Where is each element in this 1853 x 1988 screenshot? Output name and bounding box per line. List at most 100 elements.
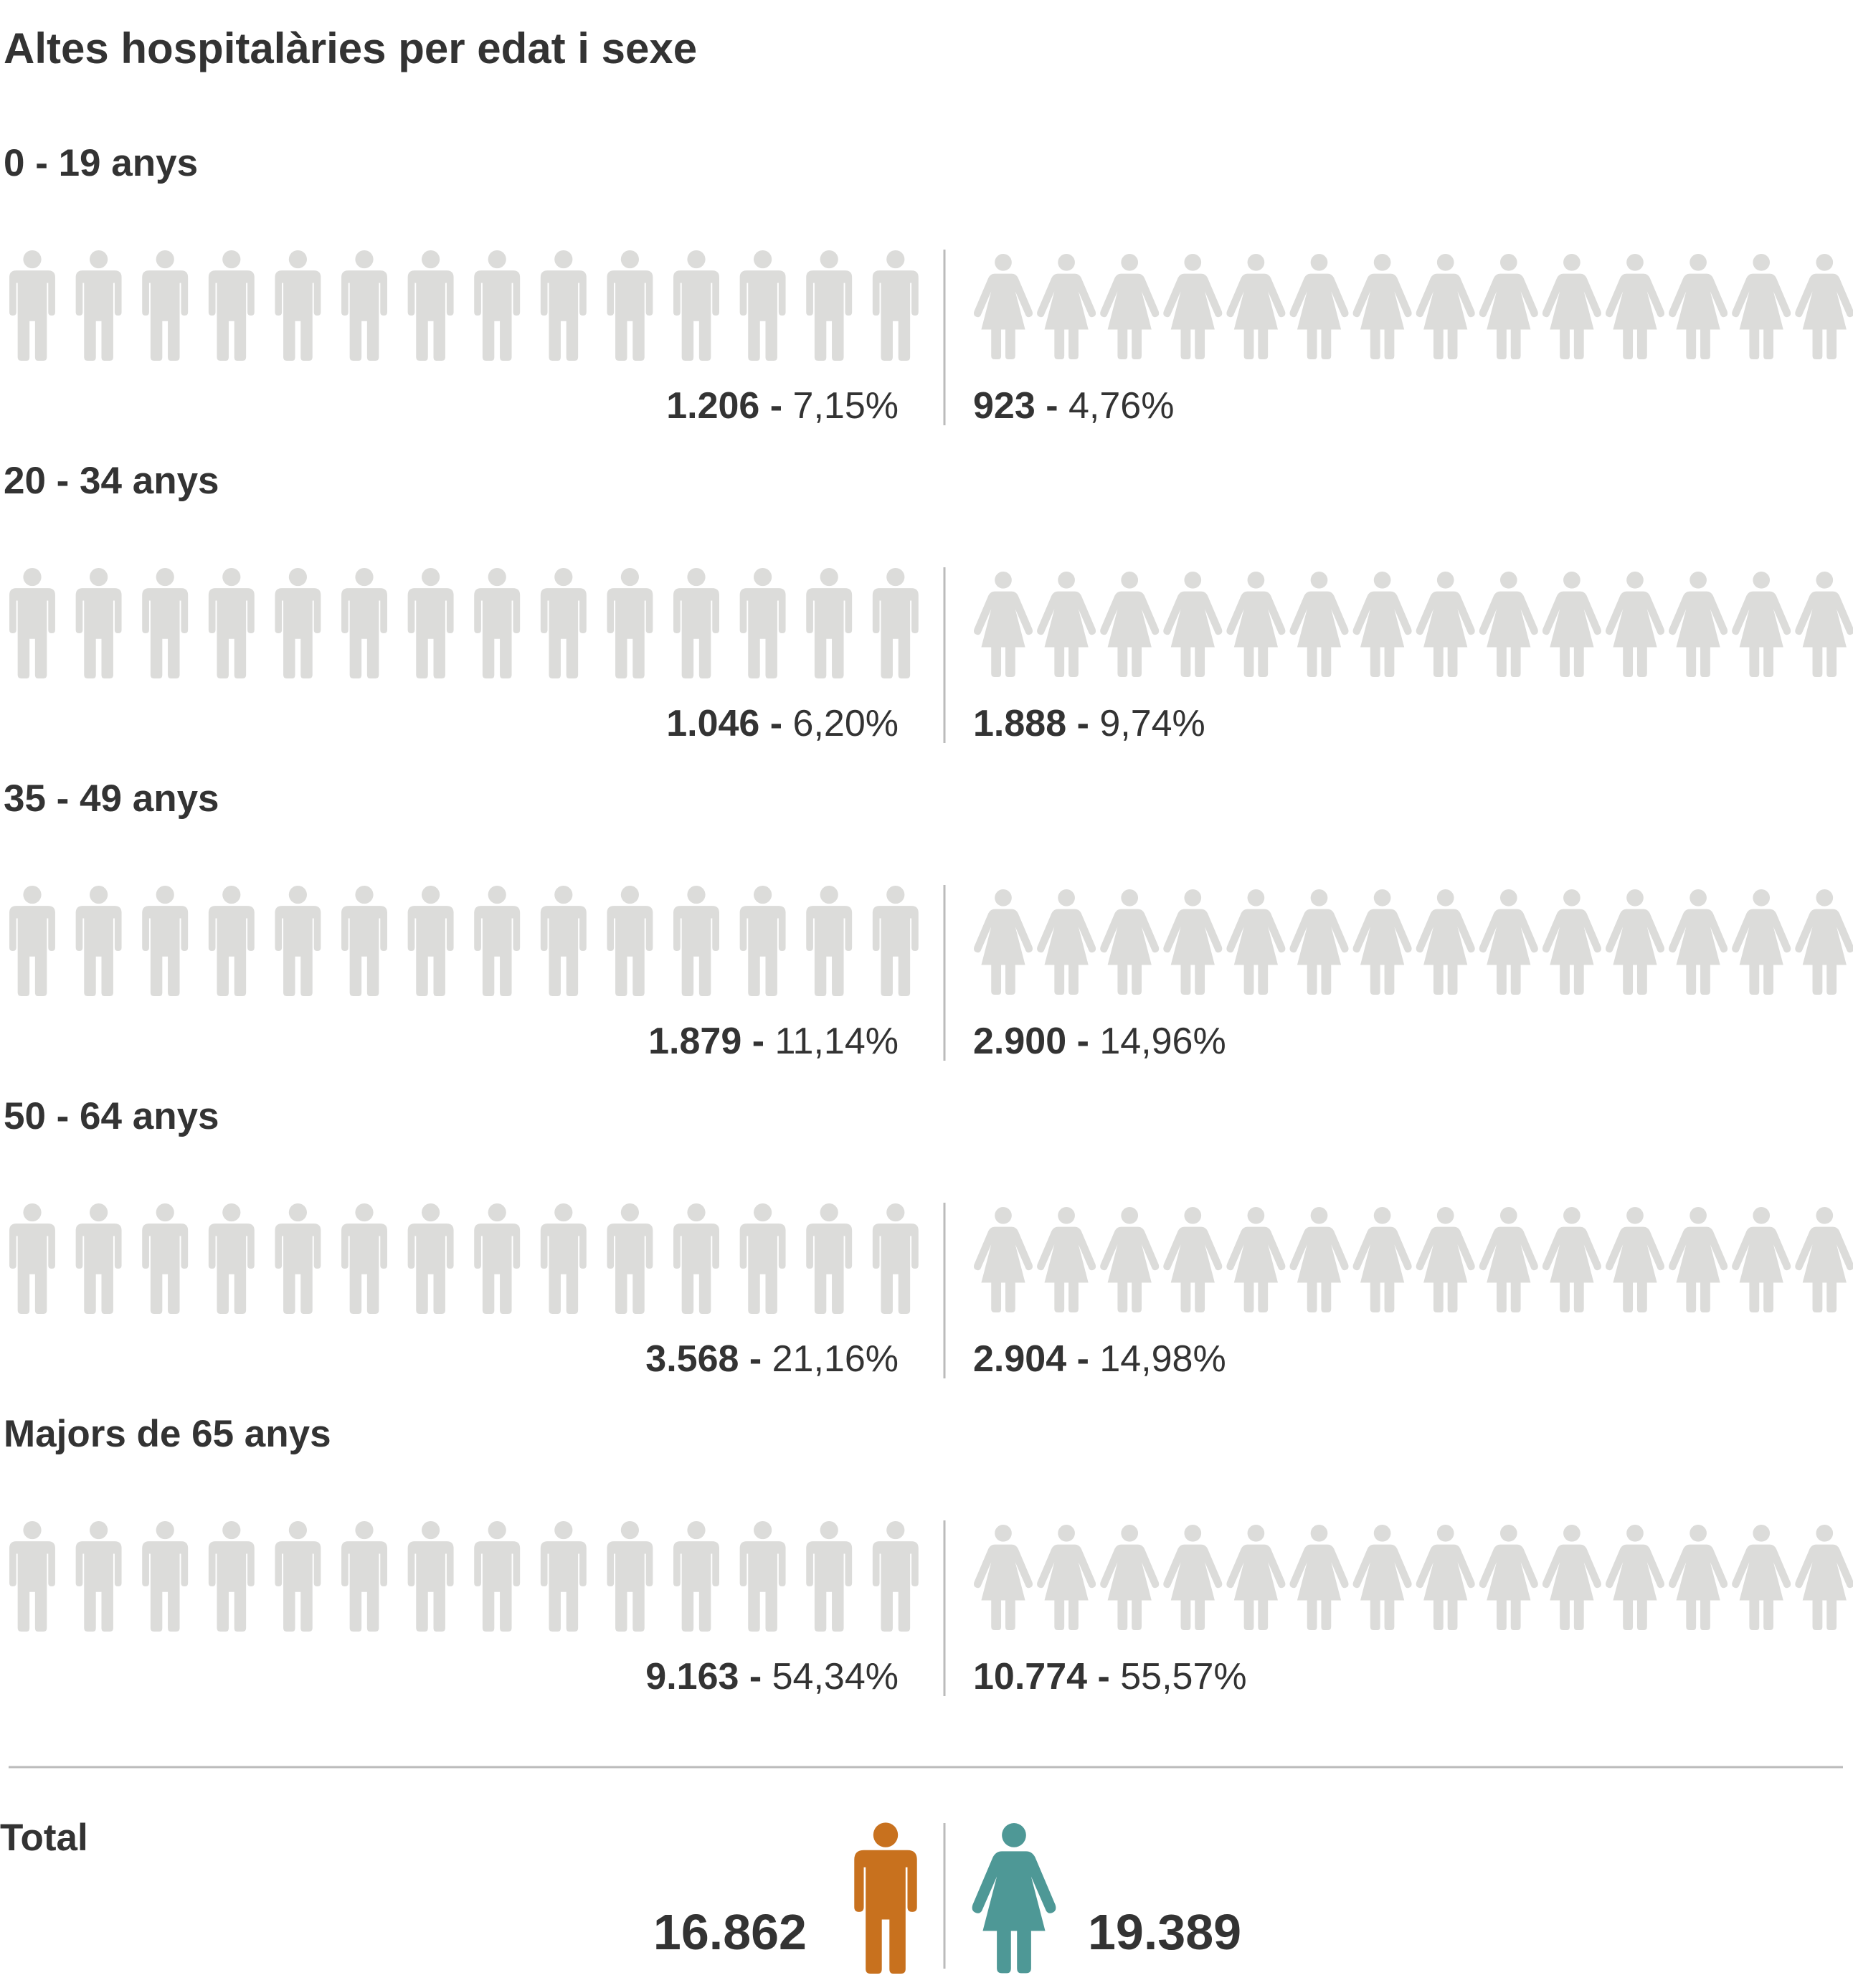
male-icon — [607, 1203, 653, 1314]
male-icon — [540, 1203, 587, 1314]
male-count: 1.046 - — [666, 703, 792, 744]
female-icon — [1732, 253, 1791, 359]
female-icon — [1416, 1206, 1475, 1312]
male-icon — [208, 567, 255, 678]
male-icon — [75, 1520, 122, 1632]
female-icon — [1669, 253, 1728, 359]
groups-layer: 0 - 19 anys 1.206 - 7,15% 923 - 4,76% 20 - … — [4, 142, 1853, 1698]
female-icon — [1100, 253, 1160, 359]
female-icon — [1605, 571, 1665, 677]
female-icon — [1163, 1206, 1223, 1312]
male-icon — [540, 1520, 587, 1632]
female-icon — [1732, 1206, 1791, 1312]
female-icon — [1795, 571, 1853, 677]
female-icon — [1037, 1524, 1096, 1630]
male-icon — [474, 1520, 521, 1632]
female-icon — [1542, 889, 1601, 995]
female-value-label: 2.904 - 14,98% — [973, 1338, 1226, 1380]
female-icon — [1479, 253, 1538, 359]
male-icon — [341, 250, 387, 361]
female-icon — [1416, 889, 1475, 995]
female-icon — [1226, 1206, 1286, 1312]
male-icon — [739, 250, 786, 361]
male-icon — [739, 885, 786, 996]
female-icon — [1226, 253, 1286, 359]
female-percent: 14,96% — [1099, 1021, 1226, 1062]
female-icon — [1352, 1524, 1412, 1630]
female-icon — [1605, 1524, 1665, 1630]
female-icon — [1542, 1206, 1601, 1312]
female-icon — [1037, 889, 1096, 995]
male-icon — [9, 567, 55, 678]
age-group-label: 35 - 49 anys — [4, 777, 219, 820]
male-icon — [341, 1203, 387, 1314]
male-icon — [872, 250, 919, 361]
male-icon — [872, 1520, 919, 1632]
female-count: 1.888 - — [973, 703, 1099, 744]
total-label: Total — [0, 1817, 88, 1859]
male-percent: 54,34% — [772, 1656, 899, 1698]
female-percent: 55,57% — [1120, 1656, 1246, 1698]
male-percent: 6,20% — [793, 703, 899, 744]
male-icon — [142, 567, 189, 678]
male-icon — [9, 250, 55, 361]
male-icon — [607, 567, 653, 678]
female-icon — [1352, 1206, 1412, 1312]
female-icon — [1479, 889, 1538, 995]
female-icon — [1479, 571, 1538, 677]
female-icon — [1352, 571, 1412, 677]
male-icon — [341, 567, 387, 678]
female-icon — [1669, 1524, 1728, 1630]
male-count: 9.163 - — [645, 1656, 772, 1698]
female-value-label: 10.774 - 55,57% — [973, 1656, 1247, 1698]
male-icon — [673, 250, 719, 361]
male-icon — [474, 1203, 521, 1314]
male-icon — [806, 1203, 853, 1314]
female-icon — [1037, 1206, 1096, 1312]
male-icon — [540, 250, 587, 361]
male-icon — [474, 250, 521, 361]
male-icon — [739, 1203, 786, 1314]
female-icon — [1732, 889, 1791, 995]
chart-title: Altes hospitalàries per edat i sexe — [4, 24, 697, 72]
male-icon — [407, 567, 454, 678]
female-icon — [1669, 571, 1728, 677]
male-icon — [142, 250, 189, 361]
male-icon — [739, 1520, 786, 1632]
female-icon — [1416, 253, 1475, 359]
male-value-label: 1.046 - 6,20% — [666, 703, 899, 744]
total-male-icon — [854, 1822, 917, 1974]
male-icon — [75, 250, 122, 361]
male-percent: 21,16% — [772, 1338, 899, 1380]
male-icon — [275, 250, 321, 361]
male-icon — [806, 250, 853, 361]
male-icon — [607, 885, 653, 996]
male-icon — [673, 567, 719, 678]
female-icon — [1479, 1524, 1538, 1630]
female-icon — [1100, 571, 1160, 677]
male-icon — [806, 567, 853, 678]
female-icon — [1542, 1524, 1601, 1630]
female-icon — [1289, 253, 1349, 359]
female-icon — [1226, 571, 1286, 677]
female-icon — [1795, 1206, 1853, 1312]
female-icon — [1037, 253, 1096, 359]
female-icon — [973, 253, 1033, 359]
female-icon — [1352, 889, 1412, 995]
age-group: 35 - 49 anys 1.879 - 11,14% 2.900 - 14,96% — [4, 777, 1853, 1062]
age-group: Majors de 65 anys 9.163 - 54,34% 10.774 - … — [4, 1413, 1853, 1698]
male-icon — [208, 1203, 255, 1314]
male-icon — [474, 885, 521, 996]
female-icon — [973, 1524, 1033, 1630]
female-icon — [1226, 1524, 1286, 1630]
male-icon — [341, 885, 387, 996]
male-count: 1.206 - — [666, 385, 792, 427]
male-icon — [673, 885, 719, 996]
female-icon — [1352, 253, 1412, 359]
total-male-count: 16.862 — [653, 1904, 807, 1960]
male-icon — [275, 567, 321, 678]
male-value-label: 1.206 - 7,15% — [666, 385, 899, 427]
female-value-label: 2.900 - 14,96% — [973, 1021, 1226, 1062]
female-icon — [1669, 889, 1728, 995]
female-icon — [1163, 889, 1223, 995]
